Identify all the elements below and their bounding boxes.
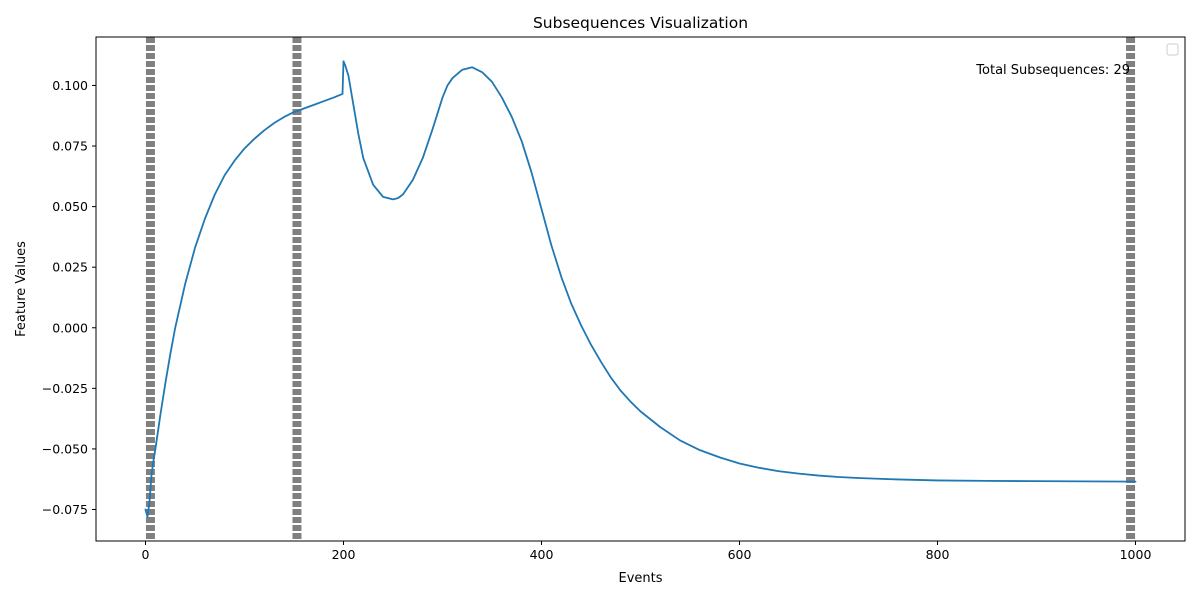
total-subsequences-annotation: Total Subsequences: 29 — [975, 63, 1130, 78]
x-axis-label: Events — [618, 571, 662, 586]
boundary-lines — [145, 37, 1136, 541]
legend-box — [1166, 43, 1179, 56]
x-tick-label: 200 — [332, 547, 356, 562]
plot-frame — [95, 36, 1186, 542]
y-tick-label: 0.000 — [52, 320, 88, 335]
x-axis-ticks: 0 200 400 600 800 1000 — [142, 541, 1152, 562]
series-line — [144, 60, 1137, 518]
y-axis-label: Feature Values — [14, 241, 29, 337]
y-tick-label: 0.100 — [52, 78, 88, 93]
x-tick-label: 600 — [728, 547, 752, 562]
x-tick-label: 0 — [142, 547, 150, 562]
y-tick-label: 0.075 — [52, 139, 88, 154]
series-group — [144, 60, 1137, 518]
y-tick-label: 0.025 — [52, 260, 88, 275]
chart-title: Subsequences Visualization — [533, 14, 748, 32]
x-tick-label: 800 — [926, 547, 950, 562]
plot-area: 0 200 400 600 800 1000 −0.075 −0.050 −0.025 0.00… — [42, 36, 1186, 562]
x-tick-label: 1000 — [1120, 547, 1152, 562]
y-tick-label: −0.025 — [42, 381, 88, 396]
y-tick-label: 0.050 — [52, 199, 88, 214]
x-tick-label: 400 — [530, 547, 554, 562]
y-tick-label: −0.075 — [42, 502, 88, 517]
y-axis-ticks: −0.075 −0.050 −0.025 0.000 0.025 0.050 0.075 0.… — [42, 78, 96, 517]
y-tick-label: −0.050 — [42, 441, 88, 456]
